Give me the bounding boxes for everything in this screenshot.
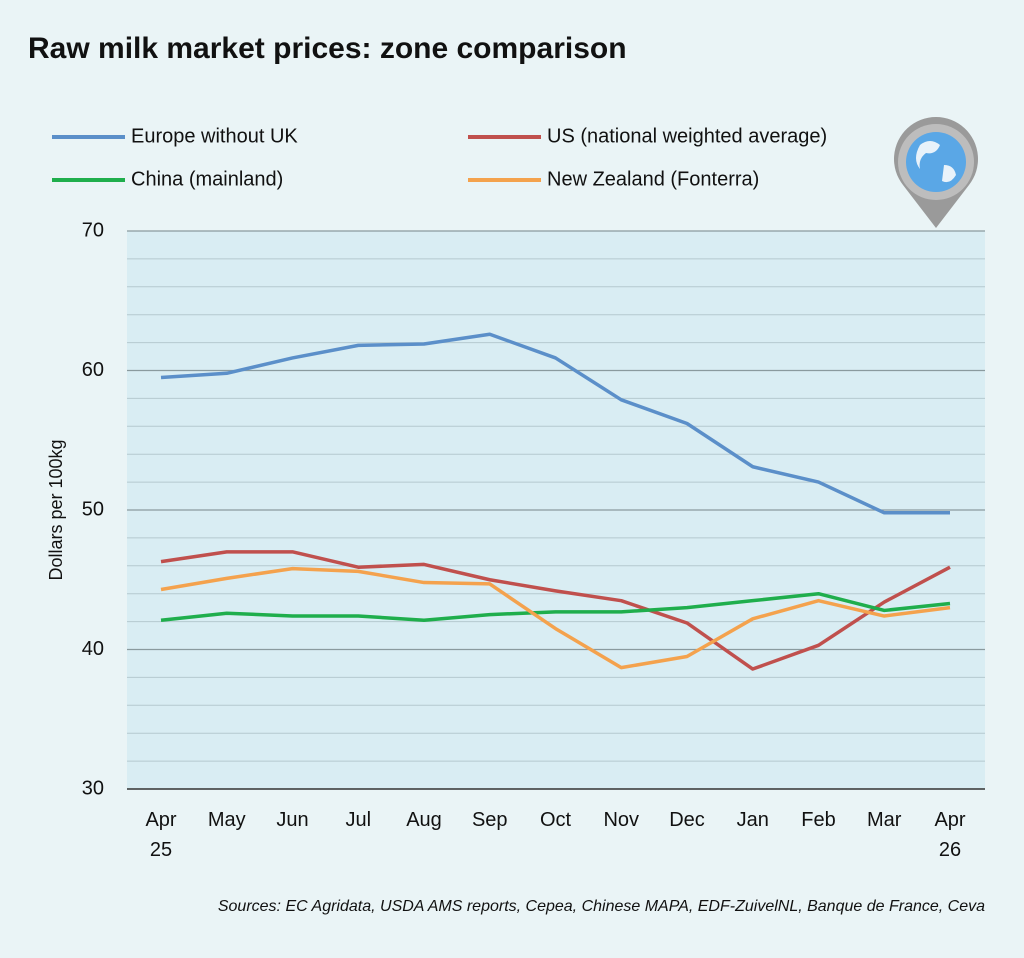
x-tick-label: Jun — [276, 809, 308, 831]
line — [160, 566, 951, 670]
x-tick-label: Jul — [345, 809, 371, 831]
x-tick-label: Oct — [540, 809, 572, 831]
y-tick-label: 50 — [82, 498, 104, 520]
line — [160, 550, 951, 671]
line — [160, 591, 951, 622]
legend-label: New Zealand (Fonterra) — [547, 168, 759, 190]
line — [160, 332, 950, 515]
globe-pin-icon — [894, 117, 978, 228]
x-tick-label: Dec — [669, 809, 705, 831]
x-tick-label: Mar — [867, 809, 902, 831]
source: Sources: EC Agridata, USDA AMS reports, … — [218, 898, 985, 915]
legend-label: US (national weighted average) — [547, 125, 827, 147]
x-tick-label: May — [208, 809, 246, 831]
x-tick-label: Nov — [603, 809, 639, 831]
y-tick-label: 40 — [82, 638, 104, 660]
y-tick-label: 30 — [82, 777, 104, 799]
legend-label: China (mainland) — [131, 168, 283, 190]
x-tick-label: Apr 26 — [934, 809, 965, 861]
x-tick-label: Aug — [406, 809, 442, 831]
y-tick-label: 60 — [82, 359, 104, 381]
legend-label: Europe without UK — [131, 125, 298, 147]
y-axis-label: Dollars per 100kg — [46, 439, 66, 580]
x-tick-label: Sep — [472, 809, 508, 831]
x-tick-label: Apr 25 — [145, 809, 176, 861]
x-tick-label: Feb — [801, 809, 835, 831]
chart-title: Raw milk market prices: zone comparison — [28, 32, 627, 65]
y-tick-label: 70 — [82, 219, 104, 241]
x-tick-label: Jan — [737, 809, 769, 831]
